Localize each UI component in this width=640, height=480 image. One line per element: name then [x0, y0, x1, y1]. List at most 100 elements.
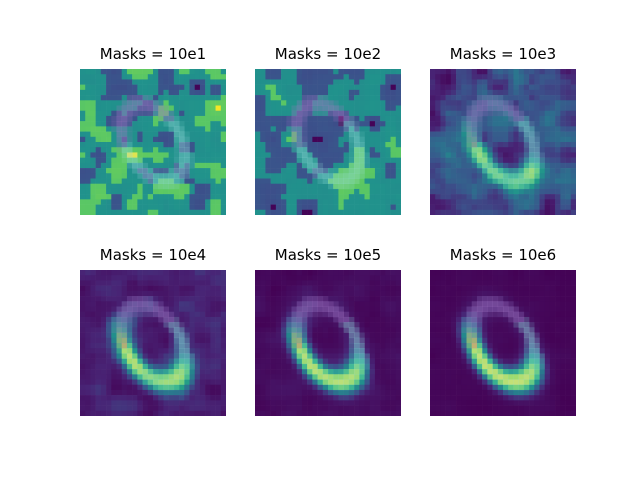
- heatmap-cell: [385, 105, 391, 112]
- digit-overlay-cell: [137, 369, 143, 375]
- heatmap-cell: [275, 363, 282, 370]
- heatmap-cell: [312, 400, 318, 406]
- heatmap-cell: [147, 89, 154, 96]
- heatmap-cell: [549, 142, 556, 148]
- digit-overlay-cell: [348, 374, 355, 380]
- heatmap-cell: [440, 275, 446, 281]
- heatmap-cell: [121, 199, 128, 205]
- heatmap-cell: [106, 173, 112, 179]
- heatmap-cell: [90, 290, 96, 297]
- heatmap-cell: [328, 270, 334, 276]
- heatmap-cell: [322, 194, 329, 200]
- digit-overlay-cell: [312, 358, 318, 365]
- digit-overlay-cell: [534, 162, 540, 169]
- heatmap-cell: [338, 209, 344, 215]
- heatmap-cell: [435, 84, 441, 91]
- digit-overlay-cell: [518, 110, 525, 117]
- heatmap-cell: [111, 358, 117, 365]
- heatmap-cell: [173, 405, 180, 412]
- heatmap-cell: [482, 69, 488, 75]
- heatmap-cell: [132, 115, 138, 122]
- heatmap-cell: [184, 84, 190, 91]
- heatmap-cell: [126, 384, 133, 391]
- heatmap-cell: [359, 369, 365, 375]
- heatmap-cell: [90, 157, 96, 164]
- heatmap-cell: [354, 280, 360, 286]
- heatmap-cell: [95, 115, 102, 122]
- heatmap-cell: [312, 188, 318, 195]
- heatmap-cell: [565, 79, 572, 85]
- digit-overlay-cell: [343, 110, 350, 117]
- heatmap-cell: [286, 285, 292, 292]
- heatmap-cell: [184, 115, 190, 122]
- heatmap-cell: [173, 152, 180, 158]
- heatmap-cell: [291, 337, 298, 344]
- heatmap-cell: [194, 183, 201, 190]
- heatmap-cell: [281, 199, 287, 205]
- heatmap-cell: [296, 395, 303, 401]
- heatmap-cell: [100, 316, 107, 323]
- heatmap-cell: [205, 285, 211, 292]
- digit-overlay-cell: [179, 348, 185, 354]
- heatmap-cell: [354, 115, 360, 122]
- digit-overlay-cell: [529, 136, 535, 143]
- heatmap-cell: [194, 270, 201, 276]
- heatmap-cell: [286, 173, 292, 179]
- heatmap-cell: [189, 353, 196, 359]
- heatmap-cell: [95, 69, 102, 75]
- heatmap-cell: [456, 173, 462, 179]
- heatmap-cell: [194, 100, 201, 106]
- heatmap-cell: [168, 395, 175, 401]
- heatmap-cell: [90, 131, 96, 138]
- heatmap-cell: [126, 337, 133, 344]
- heatmap-cell: [333, 162, 339, 169]
- heatmap-cell: [482, 178, 488, 185]
- heatmap-cell: [461, 188, 467, 195]
- heatmap-cell: [147, 162, 154, 169]
- heatmap-cell: [199, 410, 206, 416]
- heatmap-cell: [153, 89, 159, 96]
- digit-overlay-cell: [163, 173, 169, 179]
- heatmap-cell: [482, 275, 488, 281]
- heatmap-cell: [307, 147, 313, 153]
- heatmap-cell: [430, 162, 436, 169]
- heatmap-cell: [328, 332, 334, 339]
- heatmap-cell: [281, 353, 287, 359]
- heatmap-cell: [255, 162, 261, 169]
- digit-overlay-cell: [359, 369, 365, 375]
- heatmap-cell: [492, 126, 499, 132]
- heatmap-cell: [106, 379, 112, 386]
- heatmap-cell: [317, 209, 324, 215]
- heatmap-cell: [333, 337, 339, 344]
- heatmap-cell: [523, 126, 530, 132]
- digit-overlay-cell: [487, 173, 493, 179]
- heatmap-cell: [173, 178, 180, 185]
- heatmap-cell: [153, 105, 159, 112]
- heatmap-cell: [106, 157, 112, 164]
- digit-overlay-cell: [466, 131, 473, 138]
- heatmap-cell: [395, 79, 401, 85]
- heatmap-cell: [301, 105, 308, 112]
- heatmap-cell: [184, 400, 190, 406]
- heatmap-cell: [445, 316, 452, 323]
- heatmap-cell: [555, 327, 561, 333]
- heatmap-cell: [255, 147, 261, 153]
- digit-overlay-cell: [529, 168, 535, 174]
- heatmap-cell: [492, 147, 499, 153]
- heatmap-cell: [260, 280, 266, 286]
- heatmap-cell: [487, 95, 493, 101]
- heatmap-cell: [560, 209, 566, 215]
- heatmap-cell: [301, 374, 308, 380]
- heatmap-cell: [364, 405, 371, 412]
- heatmap-cell: [205, 89, 211, 96]
- heatmap-cell: [265, 363, 271, 370]
- heatmap-cell: [255, 173, 261, 179]
- heatmap-cell: [80, 316, 86, 323]
- heatmap-cell: [199, 105, 206, 112]
- heatmap-cell: [487, 79, 493, 85]
- heatmap-cell: [570, 199, 576, 205]
- heatmap-cell: [199, 95, 206, 101]
- heatmap-cell: [466, 280, 473, 286]
- heatmap-cell: [534, 157, 540, 164]
- heatmap-cell: [194, 194, 201, 200]
